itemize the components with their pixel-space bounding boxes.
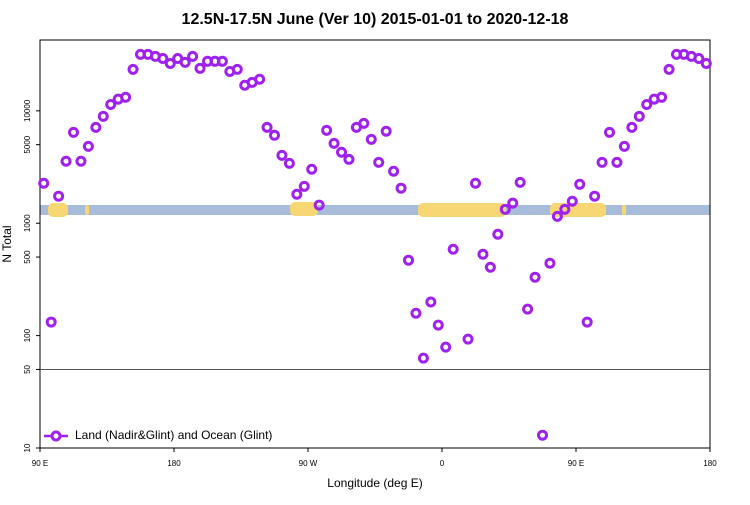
point [499, 203, 511, 215]
point [105, 98, 117, 110]
point [403, 254, 414, 266]
point [663, 63, 675, 75]
point [566, 195, 578, 207]
point [127, 63, 139, 75]
point [53, 190, 65, 202]
point [343, 153, 355, 165]
x-tick-label: 90 W [299, 459, 318, 468]
point [120, 91, 132, 103]
point [82, 140, 94, 152]
x-tick-label: 180 [703, 459, 717, 468]
point [641, 98, 653, 110]
ocean-strip [40, 205, 710, 215]
x-tick-label: 90 E [32, 459, 48, 468]
point [276, 149, 288, 161]
point [388, 165, 400, 177]
point [656, 91, 668, 103]
point [417, 352, 429, 364]
point [216, 55, 228, 67]
point [432, 319, 444, 331]
point [45, 316, 57, 328]
point [313, 199, 325, 211]
point [537, 429, 548, 441]
x-axis-label: Longitude (deg E) [327, 476, 422, 490]
point [373, 156, 385, 168]
y-tick-label: 500 [23, 250, 32, 264]
legend-marker [50, 430, 62, 442]
point [283, 157, 295, 169]
point [269, 129, 280, 141]
plot-frame [39, 39, 711, 449]
point [604, 126, 615, 138]
point [462, 333, 474, 345]
point [425, 296, 437, 308]
point [90, 121, 102, 133]
point [60, 155, 72, 167]
point [492, 228, 504, 240]
point [179, 56, 191, 68]
point [529, 271, 541, 283]
point [365, 133, 377, 145]
point [328, 137, 340, 149]
point [187, 50, 199, 62]
point [231, 63, 243, 75]
point [395, 182, 407, 194]
point [574, 178, 586, 190]
point [589, 190, 601, 202]
y-tick-label: 10 [23, 443, 32, 452]
point [380, 125, 392, 137]
x-tick-label: 180 [167, 459, 181, 468]
point [164, 57, 176, 69]
point [358, 117, 370, 129]
point [544, 257, 556, 269]
point [551, 210, 563, 222]
point [611, 156, 623, 168]
y-axis-label: N Total [0, 225, 14, 262]
point [581, 316, 593, 328]
y-tick-label: 10000 [23, 99, 32, 122]
x-tick-label: 0 [440, 459, 445, 468]
point [194, 62, 206, 74]
point [321, 124, 333, 136]
y-tick-label: 100 [23, 328, 32, 342]
point [306, 163, 318, 175]
point [522, 303, 534, 315]
point [596, 156, 608, 168]
x-tick-label: 90 E [568, 459, 584, 468]
y-tick-label: 1000 [23, 214, 32, 232]
point [336, 146, 347, 158]
point [298, 180, 310, 192]
point [559, 203, 571, 215]
point [38, 177, 50, 189]
point [254, 73, 266, 85]
point [470, 177, 481, 189]
point [440, 341, 452, 353]
point [633, 110, 645, 122]
point [693, 53, 705, 65]
point [68, 126, 79, 138]
point [514, 176, 526, 188]
point [97, 110, 109, 122]
point [261, 121, 273, 133]
point [626, 121, 638, 133]
point [157, 53, 169, 65]
point [484, 261, 496, 273]
point [447, 243, 459, 255]
point [700, 57, 712, 69]
y-tick-label: 50 [23, 364, 32, 373]
point [477, 248, 489, 260]
point [291, 188, 303, 200]
legend-label: Land (Nadir&Glint) and Ocean (Glint) [75, 428, 272, 442]
chart-title: 12.5N-17.5N June (Ver 10) 2015-01-01 to … [182, 11, 569, 28]
point [618, 140, 630, 152]
point [75, 155, 87, 167]
point [507, 197, 519, 209]
y-tick-label: 5000 [23, 135, 32, 153]
point [410, 307, 422, 319]
